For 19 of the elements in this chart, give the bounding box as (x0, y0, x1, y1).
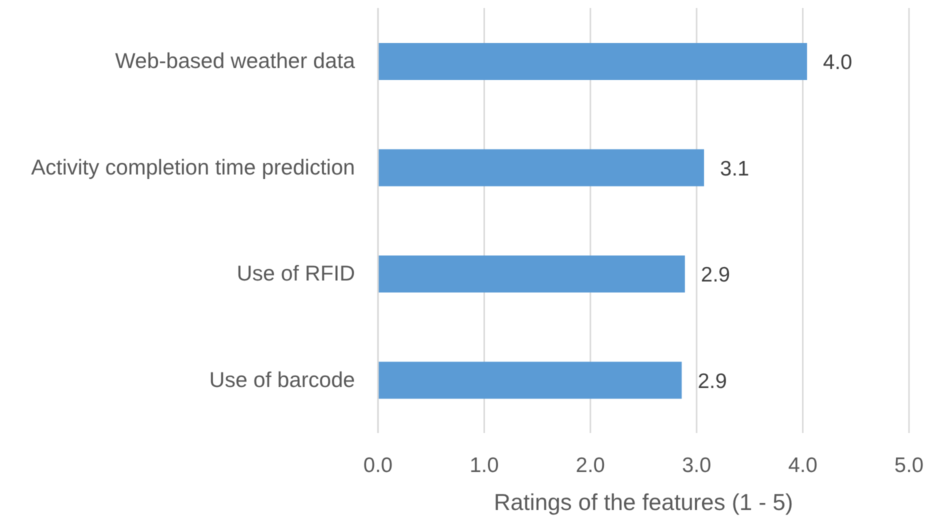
y-tick-label: Use of barcode (209, 368, 355, 392)
y-tick-label: Use of RFID (236, 262, 355, 286)
data-label: 4.0 (823, 51, 852, 74)
bar (378, 362, 682, 399)
bar (378, 43, 808, 80)
data-label: 3.1 (720, 157, 750, 180)
data-label: 2.9 (700, 264, 730, 286)
x-axis-title: Ratings of the features (1 - 5) (494, 489, 794, 515)
y-tick-label: Web-based weather data (115, 49, 356, 74)
x-tick-label: 4.0 (788, 454, 818, 477)
bar (378, 256, 685, 292)
x-tick-label: 1.0 (470, 454, 499, 477)
x-tick-label: 3.0 (682, 454, 712, 477)
x-tick-label: 2.0 (576, 454, 605, 477)
bar (378, 149, 704, 186)
data-label: 2.9 (698, 370, 727, 393)
x-tick-label: 5.0 (894, 454, 924, 477)
y-tick-label: Activity completion time prediction (31, 155, 355, 180)
x-tick-label: 0.0 (363, 454, 393, 477)
